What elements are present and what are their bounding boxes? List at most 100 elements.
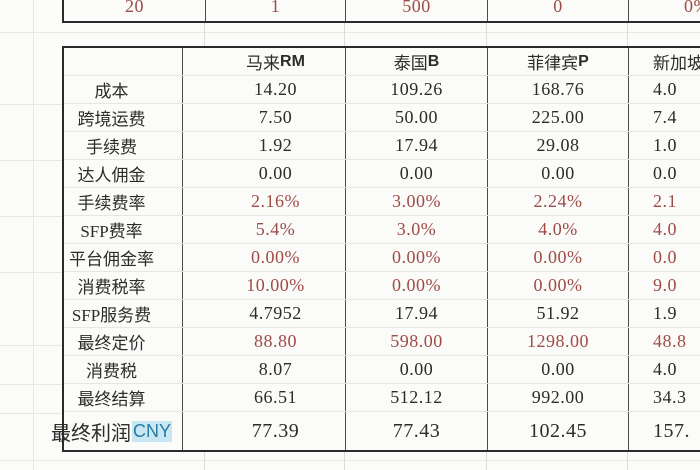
country-name: 新加坡 [653, 54, 700, 73]
parameter-cell[interactable]: 1 [206, 0, 346, 21]
table-row-consumption-tax: 消费税 8.07 0.00 0.00 4.0 [64, 356, 700, 384]
currency-highlight: CNY [131, 420, 172, 442]
parameter-cell[interactable]: 20 [64, 0, 206, 21]
value-cell[interactable]: 51.92 [488, 300, 629, 327]
value-cell[interactable]: 4.0 [653, 79, 677, 99]
gridline [0, 160, 62, 161]
value-cell[interactable]: 0.00% [346, 272, 488, 299]
value-cell[interactable]: 0.00% [206, 244, 346, 271]
gridline [627, 452, 628, 470]
parameter-cell[interactable]: 0% [684, 0, 700, 16]
value-cell[interactable]: 88.80 [206, 328, 346, 355]
gridline [33, 0, 34, 470]
gridline [0, 216, 62, 217]
column-header-thailand[interactable]: 泰国 B [346, 48, 488, 75]
value-cell[interactable]: 0.00% [346, 244, 488, 271]
value-cell[interactable]: 4.0 [653, 359, 677, 379]
gridline [627, 22, 628, 46]
profit-value-cell[interactable]: 157. [653, 419, 690, 442]
value-cell[interactable]: 9.0 [653, 275, 677, 295]
value-cell[interactable]: 17.94 [346, 132, 488, 159]
value-cell[interactable]: 0.00 [346, 160, 488, 187]
value-cell[interactable]: 0.00 [488, 356, 629, 383]
value-cell[interactable]: 4.7952 [206, 300, 346, 327]
gridline [0, 104, 62, 105]
value-cell[interactable]: 66.51 [206, 384, 346, 411]
value-cell[interactable]: 7.4 [653, 107, 677, 127]
gridline [344, 452, 345, 470]
profit-value-cell[interactable]: 77.43 [346, 412, 488, 450]
country-name: 泰国 [393, 54, 428, 73]
value-cell[interactable]: 0.0 [653, 247, 677, 267]
value-cell[interactable]: 1.92 [206, 132, 346, 159]
table-row-final-price: 最终定价 88.80 598.00 1298.00 48.8 [64, 328, 700, 356]
row-label: 手续费率 [41, 188, 183, 215]
row-label: 达人佣金 [41, 160, 183, 187]
row-label: 成本 [41, 76, 183, 103]
value-cell[interactable]: 0.00 [346, 356, 488, 383]
gridline [486, 452, 487, 470]
value-cell[interactable]: 3.00% [346, 188, 488, 215]
value-cell[interactable]: 0.00 [488, 160, 629, 187]
table-row-cost: 成本 14.20 109.26 168.76 4.0 [64, 76, 700, 104]
row-label: SFP费率 [41, 216, 183, 243]
value-cell[interactable]: 1298.00 [488, 328, 629, 355]
row-label: SFP服务费 [41, 300, 183, 327]
gridline [486, 22, 487, 46]
table-row-handling-fee-rate: 手续费率 2.16% 3.00% 2.24% 2.1 [64, 188, 700, 216]
value-cell[interactable]: 48.8 [653, 331, 687, 351]
value-cell[interactable]: 7.50 [206, 104, 346, 131]
value-cell[interactable]: 34.3 [653, 387, 687, 407]
value-cell[interactable]: 5.4% [206, 216, 346, 243]
country-name: 马来 [246, 54, 281, 73]
value-cell[interactable]: 2.16% [206, 188, 346, 215]
value-cell[interactable]: 168.76 [488, 76, 629, 103]
value-cell[interactable]: 17.94 [346, 300, 488, 327]
gridline [0, 460, 700, 461]
value-cell[interactable]: 0.00% [488, 244, 629, 271]
currency-symbol: RM [280, 52, 305, 70]
column-header-philippines[interactable]: 菲律宾 P [488, 48, 629, 75]
value-cell[interactable]: 2.24% [488, 188, 629, 215]
value-cell[interactable]: 4.0 [653, 219, 677, 239]
value-cell[interactable]: 0.0 [653, 163, 677, 183]
value-cell[interactable]: 0.00% [488, 272, 629, 299]
parameter-cell[interactable]: 500 [346, 0, 488, 21]
table-row-final-profit: 最终利润 CNY 77.39 77.43 102.45 157. [51, 412, 700, 450]
profit-value-cell[interactable]: 102.45 [488, 412, 629, 450]
value-cell[interactable]: 8.07 [206, 356, 346, 383]
value-cell[interactable]: 992.00 [488, 384, 629, 411]
table-row-platform-commission-rate: 平台佣金率 0.00% 0.00% 0.00% 0.0 [64, 244, 700, 272]
gridline [0, 413, 62, 414]
table-row-final-settlement: 最终结算 66.51 512.12 992.00 34.3 [64, 384, 700, 412]
value-cell[interactable]: 598.00 [346, 328, 488, 355]
parameter-cell[interactable]: 0 [488, 0, 629, 21]
value-cell[interactable]: 109.26 [346, 76, 488, 103]
value-cell[interactable]: 10.00% [206, 272, 346, 299]
corner-cell[interactable] [41, 48, 183, 75]
profit-value-cell[interactable]: 77.39 [206, 412, 346, 450]
value-cell[interactable]: 1.0 [653, 135, 677, 155]
value-cell[interactable]: 3.0% [346, 216, 488, 243]
value-cell[interactable]: 0.00 [206, 160, 346, 187]
row-label: 消费税率 [41, 272, 183, 299]
row-label: 平台佣金率 [41, 244, 183, 271]
table-row-consumption-tax-rate: 消费税率 10.00% 0.00% 0.00% 9.0 [64, 272, 700, 300]
gridline [204, 452, 205, 470]
value-cell[interactable]: 50.00 [346, 104, 488, 131]
value-cell[interactable]: 14.20 [206, 76, 346, 103]
value-cell[interactable]: 29.08 [488, 132, 629, 159]
currency-symbol: P [578, 52, 589, 70]
value-cell[interactable]: 2.1 [653, 191, 677, 211]
value-cell[interactable]: 225.00 [488, 104, 629, 131]
column-header-malaysia[interactable]: 马来 RM [206, 48, 346, 75]
row-label: 最终定价 [41, 328, 183, 355]
country-name: 菲律宾 [527, 54, 579, 73]
column-header-singapore[interactable]: 新加坡 [629, 48, 700, 75]
value-cell[interactable]: 1.9 [653, 303, 677, 323]
gridline [204, 22, 205, 46]
table-row-shipping: 跨境运费 7.50 50.00 225.00 7.4 [64, 104, 700, 132]
value-cell[interactable]: 512.12 [346, 384, 488, 411]
value-cell[interactable]: 4.0% [488, 216, 629, 243]
